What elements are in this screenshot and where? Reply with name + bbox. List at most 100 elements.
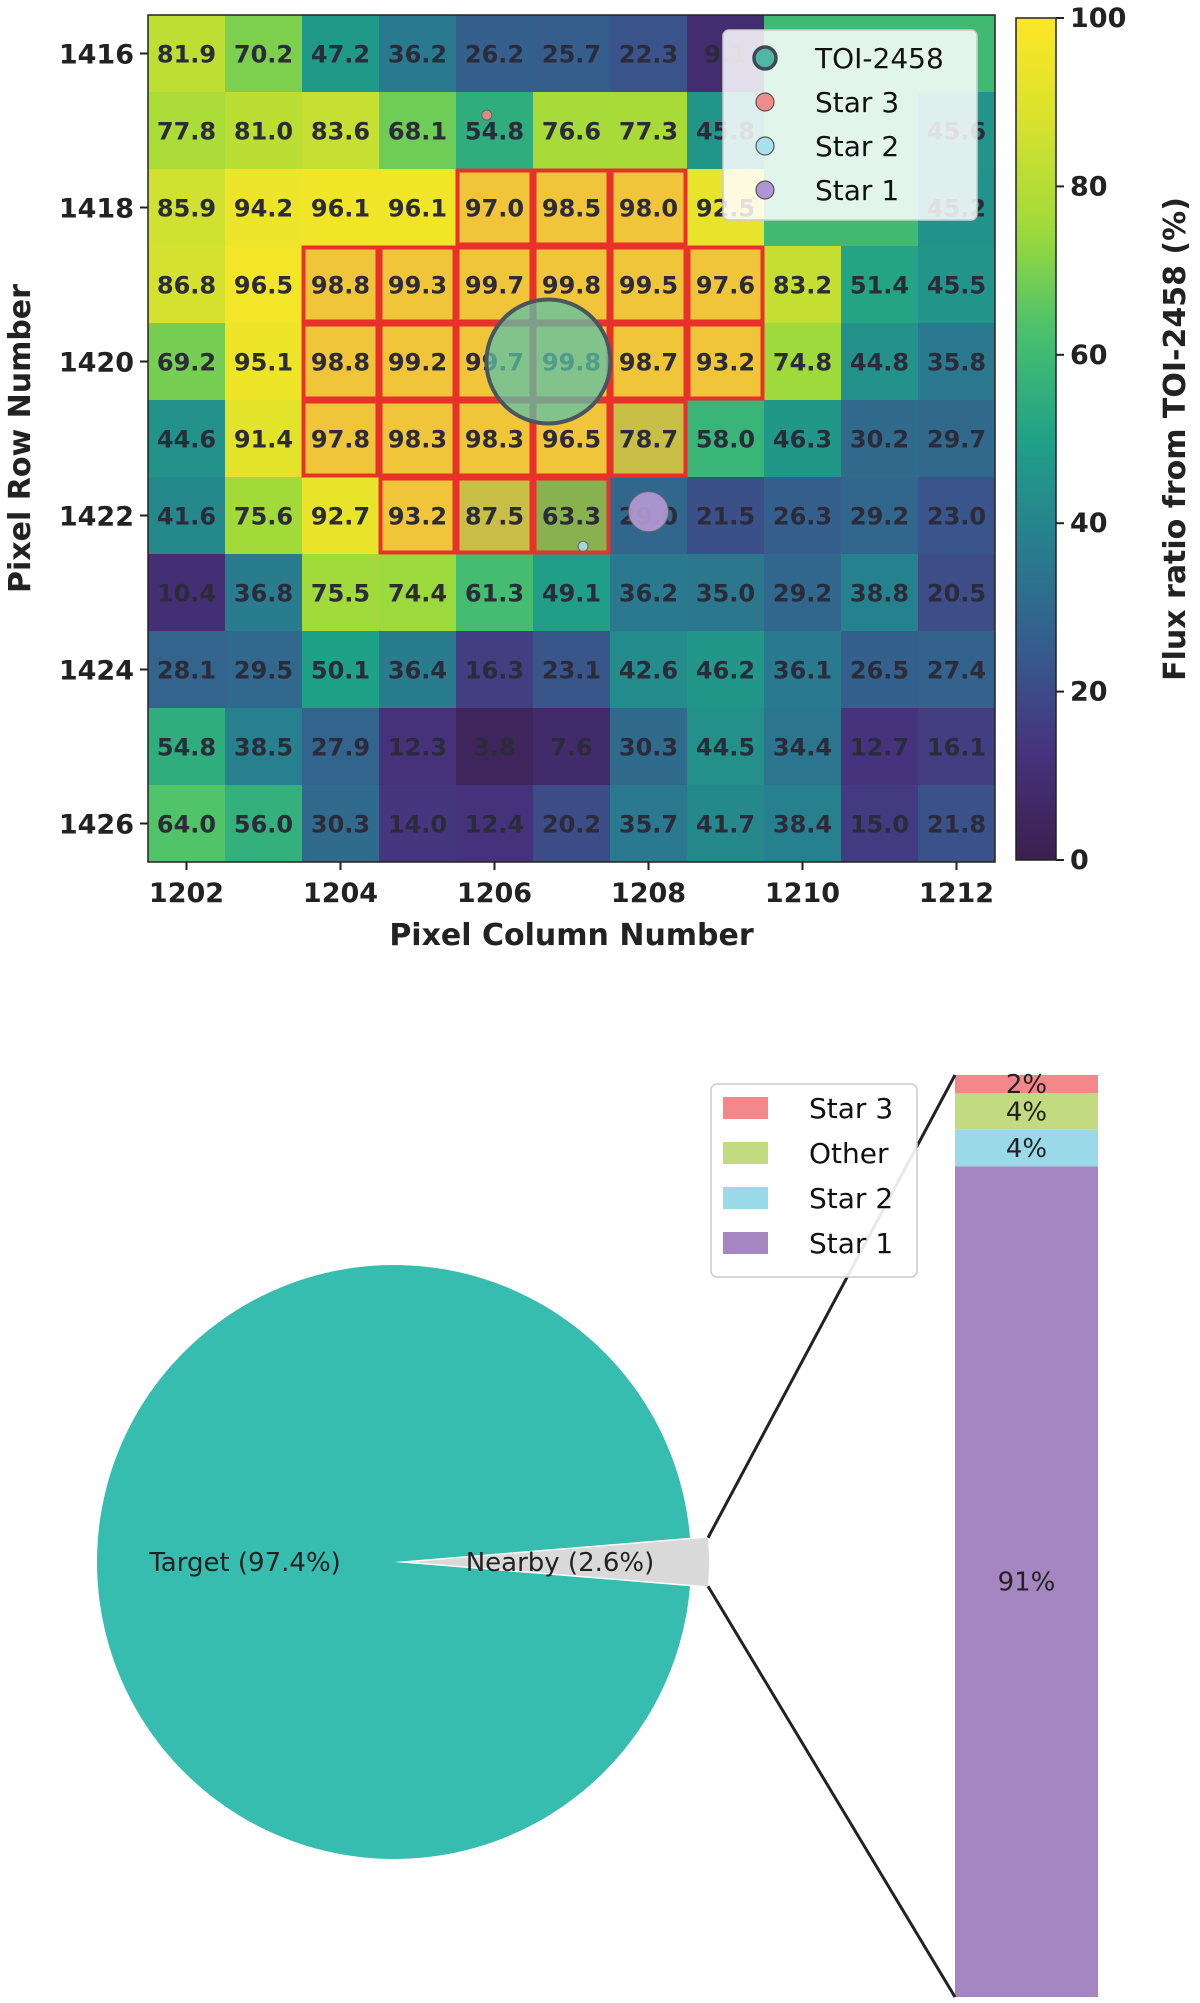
heatmap-cell — [610, 323, 687, 400]
pie-chart: Target (97.4%) Nearby (2.6%) — [96, 1265, 710, 1860]
cell-value-label: 81.9 — [157, 41, 216, 69]
heatmap-cell — [918, 246, 995, 323]
cell-value-label: 12.7 — [850, 734, 909, 762]
heatmap-cell — [225, 246, 302, 323]
aperture-pixel — [301, 399, 380, 478]
heatmap-cell — [225, 708, 302, 785]
cell-value-label: 41.6 — [157, 503, 216, 531]
heatmap-cell — [687, 400, 764, 477]
cell-value-label: 83.2 — [773, 272, 832, 300]
cell-value-label: 16.3 — [465, 657, 524, 685]
heatmap-cell — [225, 169, 302, 246]
heatmap-cell — [148, 785, 225, 862]
star-marker-star-3 — [481, 109, 493, 121]
y-tick-label: 1418 — [59, 194, 134, 225]
colorbar-tick-label: 80 — [1070, 171, 1108, 202]
heatmap-axes: 1202 1204 1206 1208 1210 1212 1416 1418 1420 1422… — [3, 14, 996, 953]
cell-value-label: 35.8 — [927, 349, 986, 377]
cell-value-label: 30.2 — [850, 426, 909, 454]
legend-marker — [755, 180, 775, 200]
cell-value-label: 10.4 — [157, 580, 216, 608]
cell-value-label: 29.5 — [234, 657, 293, 685]
x-tick-label: 1206 — [457, 878, 532, 909]
heatmap-cell — [379, 554, 456, 631]
cell-value-label: 7.6 — [550, 734, 593, 762]
heatmap-cell — [379, 400, 456, 477]
bar-segment-label: 91% — [998, 1568, 1056, 1598]
cell-value-label: 36.1 — [773, 657, 832, 685]
cell-value-label: 98.0 — [619, 195, 678, 223]
heatmap-cell — [302, 554, 379, 631]
heatmap-cell — [456, 554, 533, 631]
heatmap-cell — [456, 785, 533, 862]
heatmap-cell — [918, 400, 995, 477]
heatmap-cell — [841, 708, 918, 785]
star-marker-star-2 — [577, 540, 589, 552]
aperture-pixel — [455, 476, 534, 555]
aperture-pixel — [609, 399, 688, 478]
y-tick-label: 1416 — [59, 40, 134, 71]
heatmap-cell — [764, 323, 841, 400]
cell-value-label: 69.2 — [157, 349, 216, 377]
cell-value-label: 44.5 — [696, 734, 755, 762]
cell-value-label: 68.1 — [388, 118, 447, 146]
heatmap-cell — [379, 15, 456, 92]
legend-marker — [755, 136, 775, 156]
heatmap-cell — [302, 323, 379, 400]
cell-value-label: 74.4 — [388, 580, 447, 608]
cell-value-label: 36.2 — [388, 41, 447, 69]
heatmap-cell — [687, 554, 764, 631]
heatmap-cell — [533, 785, 610, 862]
cell-value-label: 45.5 — [927, 272, 986, 300]
heatmap-cell — [148, 554, 225, 631]
heatmap-cell — [456, 477, 533, 554]
cell-value-label: 15.0 — [850, 811, 909, 839]
heatmap-cell — [225, 631, 302, 708]
x-tick-label: 1204 — [303, 878, 378, 909]
cell-value-label: 38.4 — [773, 811, 832, 839]
pie-slice-nearby — [412, 1537, 710, 1587]
aperture-pixel — [532, 168, 611, 247]
cell-value-label: 99.2 — [388, 349, 447, 377]
star-marker-star-1 — [628, 491, 669, 533]
bar-legend-swatch — [723, 1232, 768, 1254]
x-tick-label: 1212 — [919, 878, 994, 909]
cell-value-label: 56.0 — [234, 811, 293, 839]
heatmap-cell — [610, 631, 687, 708]
aperture-pixel — [686, 322, 765, 401]
cell-value-label: 44.6 — [157, 426, 216, 454]
cell-value-label: 99.5 — [619, 272, 678, 300]
heatmap-cell — [148, 92, 225, 169]
bar-segment-label: 4% — [1006, 1098, 1047, 1128]
heatmap-cell — [918, 631, 995, 708]
colorbar-tick-label: 20 — [1070, 677, 1108, 708]
cell-value-label: 14.0 — [388, 811, 447, 839]
heatmap-cell — [764, 246, 841, 323]
heatmap-cell — [610, 246, 687, 323]
heatmap-cell — [302, 15, 379, 92]
heatmap-cell — [533, 708, 610, 785]
aperture-pixel — [609, 168, 688, 247]
bar-segment-star-1 — [955, 1166, 1098, 1997]
bar-legend-swatch — [723, 1097, 768, 1119]
heatmap-cell — [918, 554, 995, 631]
pie-slice-target — [96, 1265, 691, 1860]
heatmap-cell — [610, 92, 687, 169]
cell-value-label: 34.4 — [773, 734, 832, 762]
cell-value-label: 98.5 — [542, 195, 601, 223]
heatmap-cell — [148, 323, 225, 400]
cell-value-label: 86.8 — [157, 272, 216, 300]
heatmap-cell — [225, 15, 302, 92]
cell-value-label: 29.2 — [773, 580, 832, 608]
bar-legend-swatch — [723, 1187, 768, 1209]
cell-value-label: 63.3 — [542, 503, 601, 531]
heatmap-cell — [687, 631, 764, 708]
cell-value-label: 3.8 — [473, 734, 516, 762]
connector-line-bottom — [706, 1585, 957, 1998]
star-markers — [481, 109, 669, 552]
heatmap-cell — [687, 785, 764, 862]
bar-legend-swatch — [723, 1142, 768, 1164]
cell-value-label: 20.5 — [927, 580, 986, 608]
cell-value-label: 95.1 — [234, 349, 293, 377]
heatmap-cell — [302, 169, 379, 246]
